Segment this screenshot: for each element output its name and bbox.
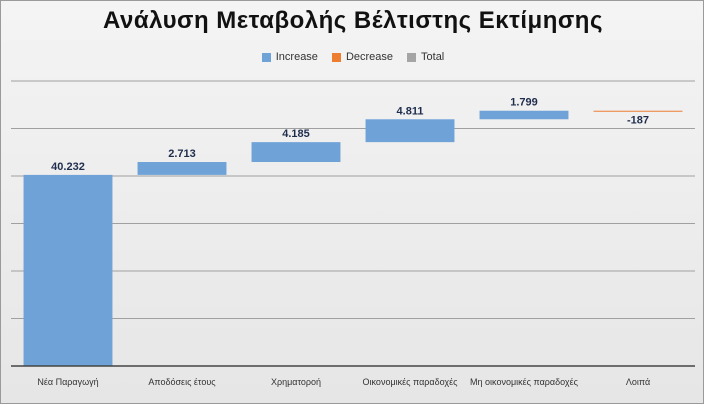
data-label: 1.799 bbox=[510, 97, 538, 109]
chart-title: Ανάλυση Μεταβολής Βέλτιστης Εκτίμησης bbox=[103, 7, 603, 34]
category-label: Οικονομικές παραδοχές bbox=[363, 377, 459, 387]
data-label: 40.232 bbox=[51, 161, 85, 173]
legend-item-increase: Increase bbox=[261, 51, 318, 63]
data-label: 2.713 bbox=[168, 148, 196, 160]
legend-swatch-decrease bbox=[331, 52, 341, 62]
legend-label-total: Total bbox=[421, 51, 445, 63]
waterfall-bar bbox=[23, 174, 113, 366]
data-label: -187 bbox=[627, 115, 649, 127]
data-label: 4.811 bbox=[397, 105, 424, 117]
legend-swatch-increase bbox=[261, 52, 271, 62]
chart-legend: Increase Decrease Total bbox=[1, 51, 704, 63]
waterfall-bar bbox=[593, 110, 683, 112]
category-label: Μη οικονομικές παραδοχές bbox=[470, 377, 579, 387]
legend-swatch-total bbox=[407, 52, 417, 62]
waterfall-bar bbox=[251, 142, 341, 163]
category-label: Χρηματοροή bbox=[271, 377, 321, 387]
legend-item-total: Total bbox=[407, 51, 444, 63]
waterfall-bar bbox=[479, 110, 569, 120]
legend-item-decrease: Decrease bbox=[331, 51, 394, 63]
waterfall-bar bbox=[365, 119, 455, 143]
data-label: 4.185 bbox=[282, 128, 310, 140]
legend-label-decrease: Decrease bbox=[345, 51, 394, 63]
waterfall-bar bbox=[137, 162, 227, 175]
category-label: Λοιπά bbox=[626, 377, 650, 387]
category-label: Νέα Παραγωγή bbox=[37, 377, 98, 387]
legend-label-increase: Increase bbox=[275, 51, 318, 63]
category-label: Αποδόσεις έτους bbox=[148, 377, 216, 387]
